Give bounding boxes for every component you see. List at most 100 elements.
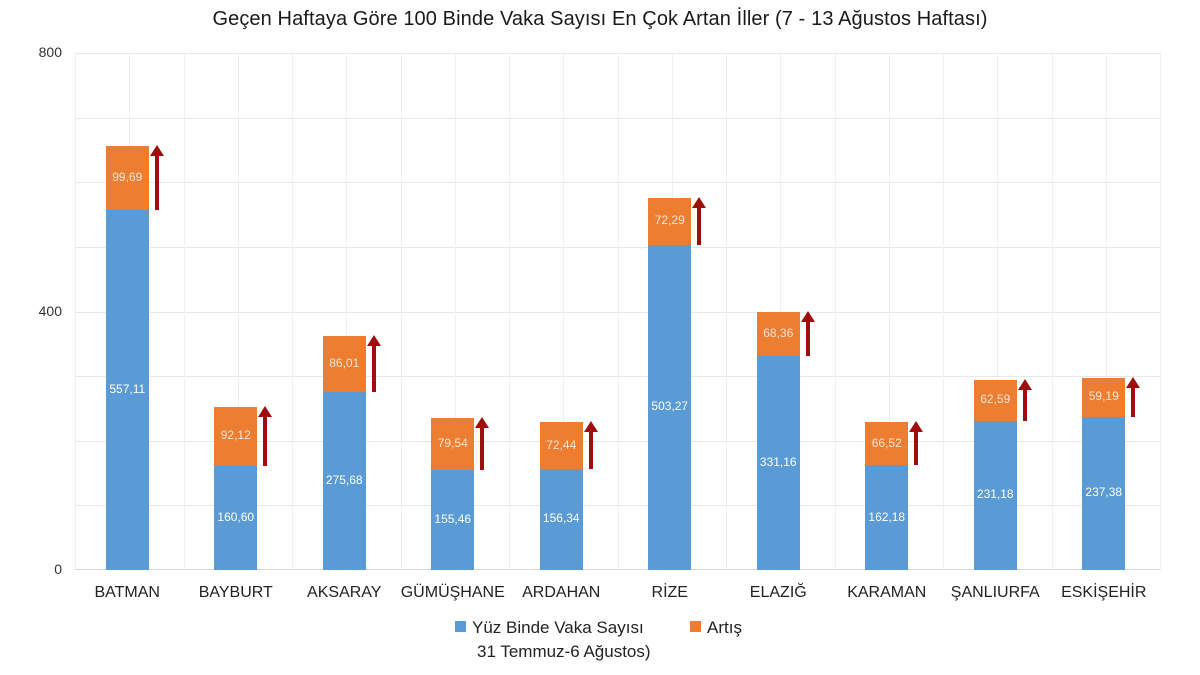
up-arrow-icon	[149, 144, 164, 210]
data-label-increase: 92,12	[220, 428, 251, 443]
bar-segment-increase: 68,36	[756, 311, 800, 356]
legend-swatch-blue-icon	[455, 621, 466, 632]
data-label-base: 331,16	[759, 454, 797, 469]
legend-label-base-line2: 31 Temmuz-6 Ağustos)	[477, 642, 651, 661]
x-tick-label: ESKİŞEHİR	[1061, 584, 1147, 601]
up-arrow-icon	[475, 417, 490, 470]
y-tick-label: 400	[38, 302, 62, 319]
legend-item-base-line2: 31 Temmuz-6 Ağustos)	[477, 642, 651, 662]
vertical-gridline	[400, 53, 402, 570]
data-label-base: 503,27	[651, 399, 689, 414]
bar-segment-increase: 92,12	[214, 406, 258, 467]
data-label-base: 155,46	[434, 511, 472, 526]
vertical-gridline	[726, 53, 727, 570]
bar-segment-increase: 79,54	[431, 418, 475, 470]
bar-segment-base: 162,18	[865, 465, 909, 570]
bar-segment-base: 331,16	[756, 355, 800, 570]
legend-item-increase: Artış	[690, 618, 742, 638]
data-label-base: 156,34	[542, 511, 580, 526]
bar-aksaray: 86,01 275,68	[322, 336, 366, 570]
x-tick-label: GÜMÜŞHANE	[400, 584, 505, 601]
legend-label-base: Yüz Binde Vaka Sayısı	[472, 618, 644, 637]
data-label-base: 162,18	[868, 509, 906, 524]
x-tick-label: KARAMAN	[847, 584, 927, 601]
vertical-gridline	[237, 53, 239, 570]
bar-segment-increase: 72,44	[539, 422, 583, 469]
up-arrow-icon	[909, 421, 924, 466]
vertical-gridline	[1051, 53, 1053, 570]
x-tick-label: RİZE	[651, 584, 688, 601]
vertical-gridline	[780, 53, 782, 570]
x-tick-label: AKSARAY	[307, 584, 382, 601]
legend-swatch-orange-icon	[690, 621, 701, 632]
bar-segment-increase: 62,59	[973, 380, 1017, 421]
vertical-gridline	[834, 53, 836, 570]
x-tick-label: BATMAN	[94, 584, 160, 601]
bar-segment-increase: 66,52	[865, 422, 909, 466]
up-arrow-icon	[1017, 379, 1032, 421]
bar-ardahan: 72,44 156,34	[539, 422, 583, 570]
x-tick-label: ARDAHAN	[522, 584, 601, 601]
bar-segment-base: 156,34	[539, 468, 583, 570]
vertical-gridline	[1105, 53, 1107, 570]
bar-karaman: 66,52 162,18	[865, 422, 909, 570]
vertical-gridline	[943, 53, 944, 570]
vertical-gridline	[75, 53, 76, 570]
plot-area: 99,69 557,11 92,12 160,60 86,01 275,68 79,54 15…	[75, 53, 1161, 570]
x-tick-label: BAYBURT	[198, 584, 273, 601]
up-arrow-icon	[366, 335, 381, 392]
bar-segment-increase: 86,01	[322, 336, 366, 392]
bar-segment-increase: 72,29	[648, 198, 692, 245]
bar-gümüşhane: 79,54 155,46	[431, 418, 475, 570]
vertical-gridline	[183, 53, 185, 570]
bar-segment-base: 503,27	[648, 244, 692, 570]
data-label-increase: 62,59	[980, 392, 1011, 407]
x-tick-label: ELAZIĞ	[749, 584, 807, 601]
data-label-base: 237,38	[1085, 485, 1123, 500]
vertical-gridline	[563, 53, 565, 570]
vertical-gridline	[617, 53, 619, 570]
up-arrow-icon	[583, 421, 598, 469]
y-tick-label: 0	[54, 561, 62, 577]
up-arrow-icon	[1126, 377, 1141, 417]
legend-label-increase: Artış	[707, 618, 742, 637]
data-label-base: 231,18	[976, 487, 1014, 502]
vertical-gridline	[997, 53, 999, 570]
x-axis-line	[75, 569, 1160, 570]
bar-ri̇ze: 72,29 503,27	[648, 198, 692, 570]
data-label-increase: 66,52	[871, 435, 902, 450]
bar-segment-increase: 99,69	[105, 145, 149, 210]
bar-eski̇şehi̇r: 59,19 237,38	[1082, 378, 1126, 570]
vertical-gridline	[509, 53, 510, 570]
vertical-gridline	[888, 53, 890, 570]
data-label-base: 160,60	[217, 510, 255, 525]
vertical-gridline	[1160, 53, 1161, 570]
bar-segment-base: 237,38	[1082, 416, 1126, 570]
bar-segment-increase: 59,19	[1082, 378, 1126, 417]
x-tick-label: ŞANLIURFA	[950, 584, 1040, 601]
up-arrow-icon	[692, 197, 707, 245]
y-tick-label: 800	[38, 44, 62, 60]
bar-şanliurfa: 62,59 231,18	[973, 380, 1017, 570]
data-label-increase: 72,29	[654, 213, 685, 228]
up-arrow-icon	[258, 405, 273, 467]
data-label-increase: 72,44	[546, 437, 577, 452]
vertical-gridline	[346, 53, 348, 570]
bar-segment-base: 275,68	[322, 391, 366, 570]
bar-segment-base: 155,46	[431, 469, 475, 570]
data-label-increase: 79,54	[437, 435, 468, 450]
bar-segment-base: 231,18	[973, 420, 1017, 570]
data-label-increase: 59,19	[1088, 389, 1119, 404]
data-label-increase: 86,01	[329, 356, 360, 371]
bar-bayburt: 92,12 160,60	[214, 406, 258, 570]
vertical-gridline	[454, 53, 456, 570]
bar-segment-base: 160,60	[214, 466, 258, 570]
data-label-base: 557,11	[109, 381, 146, 396]
bar-elaziğ: 68,36 331,16	[756, 311, 800, 570]
vertical-gridline	[292, 53, 293, 570]
up-arrow-icon	[800, 310, 815, 356]
data-label-increase: 99,69	[112, 169, 143, 184]
bar-batman: 99,69 557,11	[105, 145, 149, 570]
data-label-increase: 68,36	[763, 325, 794, 340]
data-label-base: 275,68	[325, 472, 363, 487]
